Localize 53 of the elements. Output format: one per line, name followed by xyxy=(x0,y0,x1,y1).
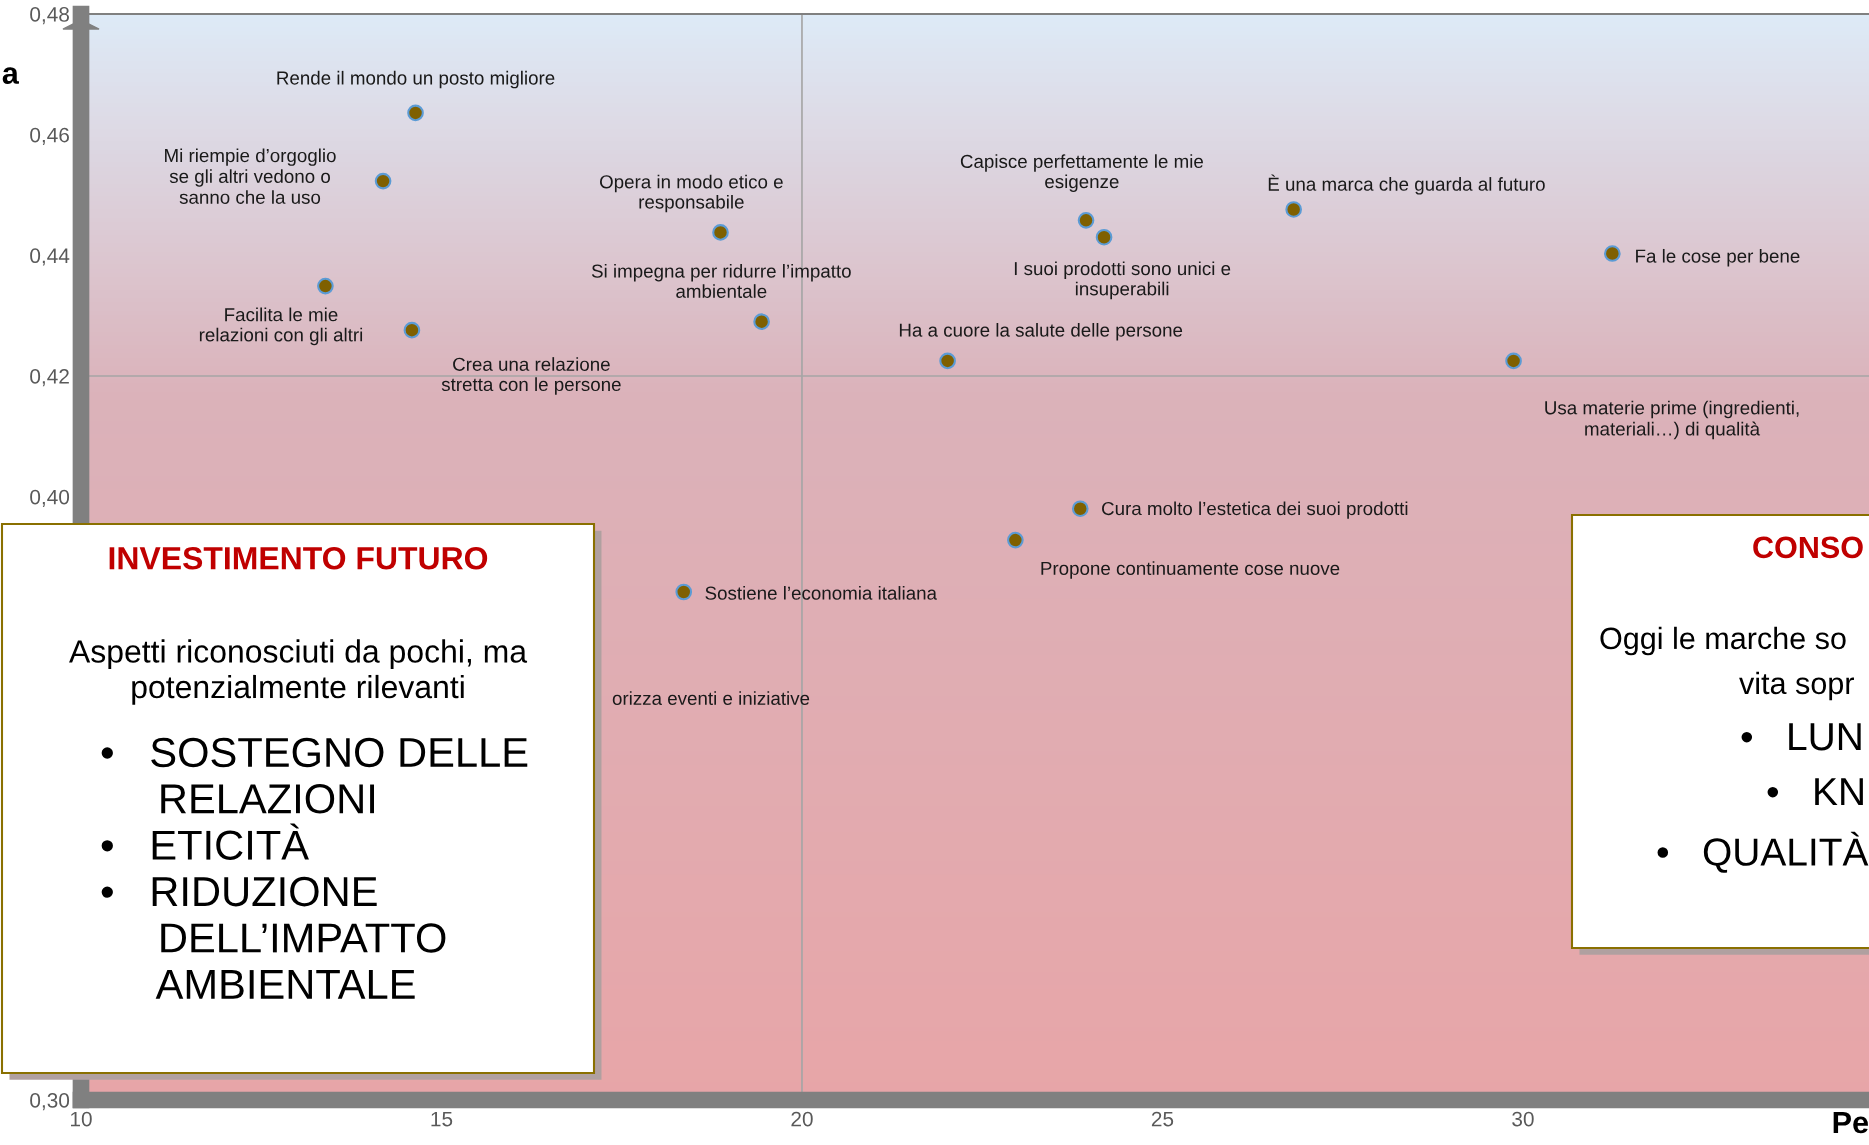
y-tick-label: 0,40 xyxy=(30,489,70,507)
annotation: • QUALITÀ xyxy=(1657,831,1869,873)
point xyxy=(1505,352,1522,370)
annotation: vita sopr xyxy=(1739,671,1854,701)
annotation: Ha a cuore la salute delle persone xyxy=(899,323,1183,341)
annotation: Aspetti riconosciuti da pochi, ma potenzialmente rilevanti xyxy=(69,639,528,705)
point xyxy=(1071,500,1089,518)
annotation: Opera in modo etico e responsabile xyxy=(599,174,783,213)
point xyxy=(374,172,392,190)
point xyxy=(1095,228,1113,246)
annotation: Usa materie prime (ingredienti, materiali…) di qualità xyxy=(1545,400,1799,440)
annotation: Si impegna per ridurre l’impatto ambientale xyxy=(591,263,851,298)
y-tick-label: 0,44 xyxy=(30,248,70,266)
annotation: È una marca che guarda al futuro xyxy=(1268,174,1545,195)
x-tick-label: 15 xyxy=(431,1111,453,1127)
annotation: Cura molto l’estetica dei suoi prodotti xyxy=(1102,501,1408,519)
annotation: • LUN xyxy=(1741,723,1861,751)
annotation: Fa le cose per bene xyxy=(1636,248,1800,267)
annotation: Facilita le mie relazioni con gli altri xyxy=(199,307,363,346)
point xyxy=(1077,212,1095,229)
x-tick-label: 25 xyxy=(1151,1111,1174,1127)
point xyxy=(753,313,770,331)
x-axis-title: Pe xyxy=(1833,1111,1868,1134)
annotation: • SOSTEGNO DELLE RELAZIONI • ETICITÀ • RIDUZIONE DELL’IMPATTO AMBIENTALE xyxy=(101,737,528,999)
annotation: Rende il mondo un posto migliore xyxy=(277,70,555,89)
point xyxy=(1285,201,1302,218)
point xyxy=(939,352,956,370)
annotation: Crea una relazione stretta con le persone xyxy=(441,357,621,395)
point xyxy=(403,321,421,339)
y-tick-label: 0,48 xyxy=(30,7,69,25)
annotation: Capisce perfettamente le mie esigenze xyxy=(960,154,1203,192)
annotation: INVESTIMENTO FUTURO xyxy=(109,546,488,570)
point xyxy=(712,224,729,241)
annotation: orizza eventi e iniziative xyxy=(612,691,810,706)
point xyxy=(1007,531,1024,549)
annotation: I suoi prodotti sono unici e insuperabili xyxy=(1014,261,1231,300)
point xyxy=(675,583,693,601)
x-tick-label: 20 xyxy=(791,1111,813,1127)
annotation: Oggi le marche so xyxy=(1600,626,1846,656)
x-tick-label: 10 xyxy=(71,1111,92,1127)
point xyxy=(407,104,424,122)
x-tick-label: 30 xyxy=(1512,1111,1534,1127)
annotation: Propone continuamente cose nuove xyxy=(1041,561,1340,579)
point xyxy=(317,277,334,295)
annotation: CONSO xyxy=(1753,536,1863,559)
annotation: Mi riempie d’orgoglio se gli altri vedono o sanno che la uso xyxy=(165,148,336,204)
y-axis-title: a xyxy=(2,67,19,84)
y-tick-label: 0,46 xyxy=(30,127,69,145)
annotation: • KN xyxy=(1767,778,1863,806)
annotation: Sostiene l’economia italiana xyxy=(705,586,937,600)
y-tick-label: 0,42 xyxy=(30,369,69,387)
y-tick-label: 0,30 xyxy=(30,1093,70,1111)
point xyxy=(1604,245,1621,262)
